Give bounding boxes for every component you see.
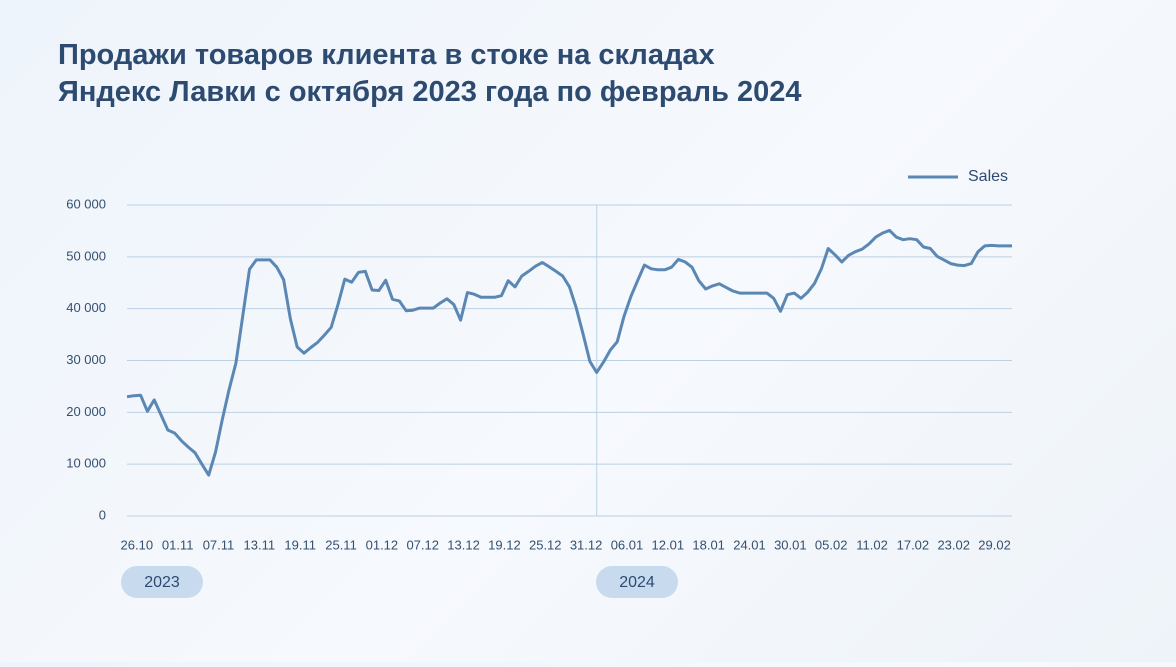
- sales-line: [126, 228, 1012, 477]
- y-tick-label: 50 000: [66, 248, 106, 263]
- x-tick-label: 06.01: [611, 537, 644, 552]
- x-tick-label: 17.02: [897, 537, 930, 552]
- chart-title: Яндекс Лавки с октября 2023 года по февр…: [58, 76, 802, 108]
- legend-label: Sales: [968, 168, 1008, 185]
- x-tick-label: 31.12: [570, 537, 603, 552]
- y-tick-label: 20 000: [66, 404, 106, 419]
- year-label: 2024: [619, 574, 655, 591]
- x-tick-label: 30.01: [774, 537, 807, 552]
- x-tick-label: 25.11: [325, 537, 357, 552]
- x-tick-label: 19.12: [488, 537, 521, 552]
- x-tick-label: 19.11: [284, 537, 316, 552]
- x-tick-label: 12.01: [652, 537, 685, 552]
- x-tick-label: 23.02: [937, 537, 970, 552]
- x-tick-label: 29.02: [978, 537, 1011, 552]
- x-tick-label: 13.12: [447, 537, 480, 552]
- y-tick-label: 0: [99, 507, 106, 522]
- x-tick-label: 05.02: [815, 537, 848, 552]
- y-tick-label: 40 000: [66, 300, 106, 315]
- x-tick-label: 24.01: [733, 537, 766, 552]
- chart-title: Продажи товаров клиента в стоке на склад…: [58, 39, 715, 71]
- x-tick-label: 11.02: [856, 537, 888, 552]
- x-tick-label: 25.12: [529, 537, 562, 552]
- x-tick-label: 18.01: [692, 537, 725, 552]
- year-pill: [121, 566, 203, 598]
- x-tick-label: 07.12: [406, 537, 439, 552]
- y-tick-label: 30 000: [66, 352, 106, 367]
- year-pill: [596, 566, 678, 598]
- x-tick-label: 13.11: [244, 537, 276, 552]
- y-tick-label: 10 000: [66, 456, 106, 471]
- x-tick-label: 01.12: [366, 537, 399, 552]
- x-tick-label: 07.11: [203, 537, 235, 552]
- year-label: 2023: [144, 574, 180, 591]
- x-tick-label: 01.11: [162, 537, 194, 552]
- x-tick-label: 26.10: [121, 537, 154, 552]
- y-tick-label: 60 000: [66, 196, 106, 211]
